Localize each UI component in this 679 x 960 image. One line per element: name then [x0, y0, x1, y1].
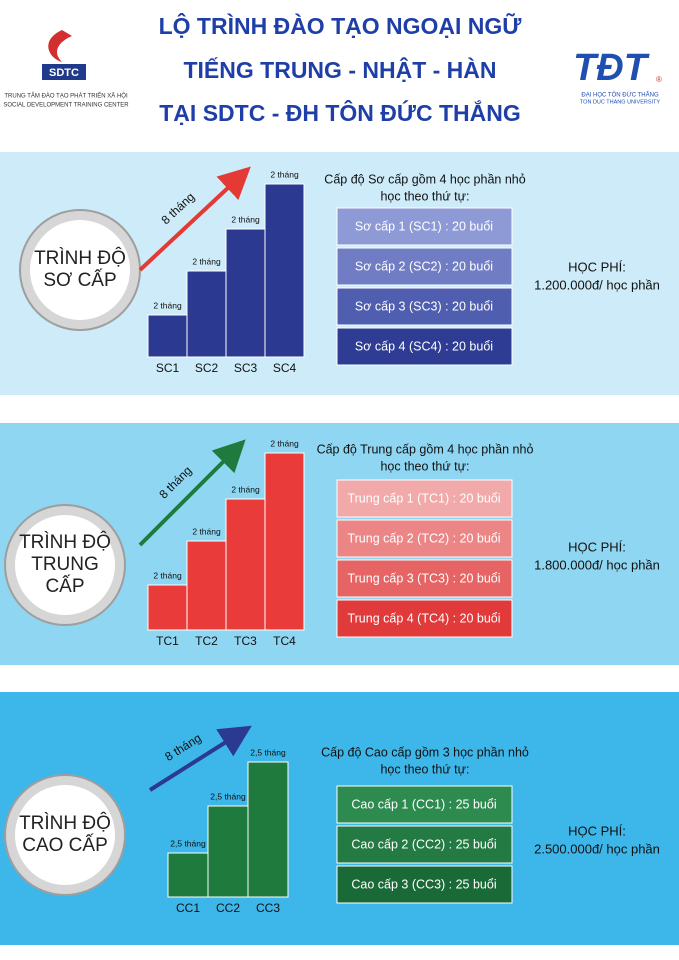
- bar-duration: 2,5 tháng: [170, 838, 206, 848]
- level-text: CAO CẤP: [22, 834, 108, 856]
- bar-label: CC2: [216, 901, 240, 915]
- logo-line: TRUNG TÂM ĐÀO TẠO PHÁT TRIỂN XÃ HỘI: [4, 93, 128, 100]
- bar-duration: 2 tháng: [153, 300, 182, 310]
- bar-label: SC3: [234, 361, 258, 375]
- bar-duration: 2,5 tháng: [210, 791, 246, 801]
- module-box: [336, 327, 513, 366]
- intro-text: Cấp độ Cao cấp gồm 3 học phần nhỏ: [321, 745, 529, 759]
- logo-line: ĐẠI HỌC TÔN ĐỨC THẮNG: [581, 91, 659, 99]
- module-text: Sơ cấp 2 (SC2) : 20 buổi: [355, 259, 493, 273]
- arrow: [148, 725, 252, 792]
- bar-duration: 2,5 tháng: [250, 747, 286, 757]
- bar-label: SC2: [195, 361, 219, 375]
- bar-duration: 2 tháng: [231, 484, 260, 494]
- module-box: [336, 519, 513, 558]
- bar: [147, 584, 188, 631]
- level-text: TRÌNH ĐỘ: [19, 812, 111, 834]
- bar: [167, 852, 209, 898]
- module-box: [336, 559, 513, 598]
- logo-line: TON DUC THANG UNIVERSITY: [580, 99, 660, 105]
- module-text: Cao cấp 3 (CC3) : 25 buổi: [351, 877, 496, 891]
- logo-name: TĐT: [573, 47, 650, 89]
- module-text: Trung cấp 4 (TC4) : 20 buổi: [347, 611, 500, 625]
- fee-label: HỌC PHÍ:: [568, 539, 626, 554]
- module-text: Trung cấp 3 (TC3) : 20 buổi: [347, 571, 500, 585]
- intro-text: học theo thứ tự:: [380, 762, 469, 776]
- title-line: TIẾNG TRUNG - NHẬT - HÀN: [183, 56, 496, 83]
- bar: [264, 452, 305, 631]
- bar: [207, 805, 249, 898]
- module-text: Cao cấp 1 (CC1) : 25 buổi: [351, 797, 496, 811]
- bar: [225, 498, 266, 631]
- bar-duration: 2 tháng: [270, 438, 299, 448]
- logo-name: SDTC: [49, 67, 79, 79]
- fee-value: 2.500.000đ/ học phần: [534, 841, 660, 856]
- module-box: [336, 865, 513, 904]
- bar: [264, 183, 305, 358]
- module-box: [336, 247, 513, 286]
- bar-duration: 2 tháng: [192, 256, 221, 266]
- bar-label: SC1: [156, 361, 180, 375]
- module-box: [336, 479, 513, 518]
- title: LỘ TRÌNH ĐÀO TẠO NGOẠI NGỮ TIẾNG TRUNG -…: [159, 12, 523, 126]
- module-text: Sơ cấp 1 (SC1) : 20 buổi: [355, 219, 493, 233]
- fee-value: 1.200.000đ/ học phần: [534, 277, 660, 292]
- level-text: CẤP: [45, 575, 84, 597]
- logo-mark: ®: [656, 75, 662, 84]
- arrow: [138, 439, 246, 547]
- fee-label: HỌC PHÍ:: [568, 823, 626, 838]
- fee-value: 1.800.000đ/ học phần: [534, 557, 660, 572]
- bar-label: SC4: [273, 361, 297, 375]
- title-line: LỘ TRÌNH ĐÀO TẠO NGOẠI NGỮ: [159, 12, 523, 39]
- fee-label: HỌC PHÍ:: [568, 259, 626, 274]
- level-badge: [15, 785, 115, 885]
- level-badge: [15, 515, 115, 615]
- level-text: TRUNG: [31, 554, 99, 575]
- intro-text: Cấp độ Sơ cấp gồm 4 học phần nhỏ: [324, 172, 525, 186]
- bar-label: CC1: [176, 901, 200, 915]
- bar: [147, 314, 188, 358]
- level-text: TRÌNH ĐỘ: [19, 531, 111, 553]
- module-text: Trung cấp 1 (TC1) : 20 buổi: [347, 491, 500, 505]
- bar-label: TC4: [273, 634, 296, 648]
- arrow: [138, 166, 251, 272]
- bar-label: TC2: [195, 634, 218, 648]
- bar-duration: 2 tháng: [192, 526, 221, 536]
- module-box: [336, 207, 513, 246]
- module-text: Sơ cấp 4 (SC4) : 20 buổi: [355, 339, 493, 353]
- bar: [186, 540, 227, 631]
- module-box: [336, 825, 513, 864]
- module-box: [336, 287, 513, 326]
- left-logo: SDTC TRUNG TÂM ĐÀO TẠO PHÁT TRIỂN XÃ HỘI…: [3, 30, 129, 109]
- bar-duration: 2 tháng: [153, 570, 182, 580]
- bar-label: TC3: [234, 634, 257, 648]
- module-text: Sơ cấp 3 (SC3) : 20 buổi: [355, 299, 493, 313]
- right-logo: TĐT ® ĐẠI HỌC TÔN ĐỨC THẮNG TON DUC THAN…: [573, 47, 662, 105]
- bar: [247, 761, 289, 898]
- module-text: Trung cấp 2 (TC2) : 20 buổi: [347, 531, 500, 545]
- bar-duration: 2 tháng: [231, 214, 260, 224]
- intro-text: học theo thứ tự:: [380, 189, 469, 203]
- level-text: TRÌNH ĐỘ: [34, 247, 126, 269]
- logo-base: [42, 64, 86, 80]
- level-badge: [30, 220, 130, 320]
- bar-label: TC1: [156, 634, 179, 648]
- logo-line: SOCIAL DEVELOPMENT TRAINING CENTER: [3, 103, 129, 109]
- module-box: [336, 599, 513, 638]
- module-box: [336, 785, 513, 824]
- bar: [186, 270, 227, 358]
- module-text: Cao cấp 2 (CC2) : 25 buổi: [351, 837, 496, 851]
- bar-label: CC3: [256, 901, 280, 915]
- title-line: TẠI SDTC - ĐH TÔN ĐỨC THẮNG: [159, 99, 521, 126]
- level-text: SƠ CẤP: [43, 269, 116, 291]
- bar: [225, 228, 266, 358]
- intro-text: học theo thứ tự:: [380, 459, 469, 473]
- logo-flame: [48, 30, 72, 62]
- bar-duration: 2 tháng: [270, 169, 299, 179]
- intro-text: Cấp độ Trung cấp gồm 4 học phần nhỏ: [317, 442, 534, 456]
